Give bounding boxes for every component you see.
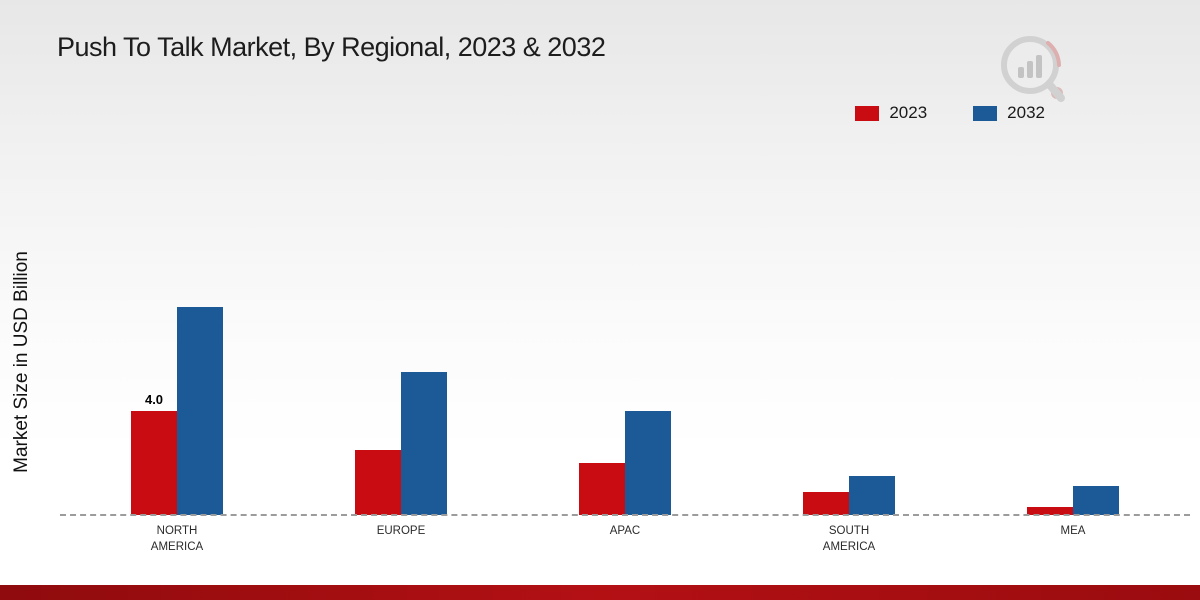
bar-2023-europe xyxy=(355,450,401,515)
category-axis: NORTH AMERICA EUROPE APAC SOUTH AMERICA MEA xyxy=(65,524,1185,555)
legend-label-2032: 2032 xyxy=(1007,103,1045,122)
bar-2032-south-america xyxy=(849,476,895,515)
plot-area: 4.0 xyxy=(65,255,1185,515)
category-label-europe: EUROPE xyxy=(376,525,426,537)
bar-group-apac xyxy=(513,255,737,515)
legend-item-2023: 2023 xyxy=(855,103,927,123)
bar-group-europe xyxy=(289,255,513,515)
legend-swatch-2023 xyxy=(855,105,880,121)
bar-group-mea xyxy=(961,255,1185,515)
bar-2023-mea xyxy=(1027,507,1073,515)
bar-2032-mea xyxy=(1073,486,1119,515)
legend-swatch-2032 xyxy=(973,105,998,121)
bar-group-north-america: 4.0 xyxy=(65,255,289,515)
chart-title: Push To Talk Market, By Regional, 2023 &… xyxy=(57,32,606,62)
category-label-south-america: SOUTH AMERICA xyxy=(822,525,876,553)
legend: 2023 2032 xyxy=(855,103,1045,123)
bar-2032-europe xyxy=(401,372,447,515)
bar-2023-apac xyxy=(579,463,625,515)
bar-2023-north-america: 4.0 xyxy=(131,392,177,515)
bar-group-south-america xyxy=(737,255,961,515)
footer-bar xyxy=(0,585,1200,600)
market-research-logo-watermark-icon xyxy=(993,30,1075,119)
category-label-mea: MEA xyxy=(1060,525,1086,537)
legend-label-2023: 2023 xyxy=(889,103,928,122)
category-label-apac: APAC xyxy=(609,525,641,537)
bar-2023-south-america xyxy=(803,492,849,515)
category-label-north-america: NORTH AMERICA xyxy=(150,525,204,553)
bar-2032-north-america xyxy=(177,307,223,515)
y-axis-label: Market Size in USD Billion xyxy=(11,251,32,473)
bar-value-label: 4.0 xyxy=(144,392,164,407)
legend-item-2032: 2032 xyxy=(973,103,1045,123)
x-axis-baseline xyxy=(60,514,1190,516)
bar-2032-apac xyxy=(625,411,671,515)
